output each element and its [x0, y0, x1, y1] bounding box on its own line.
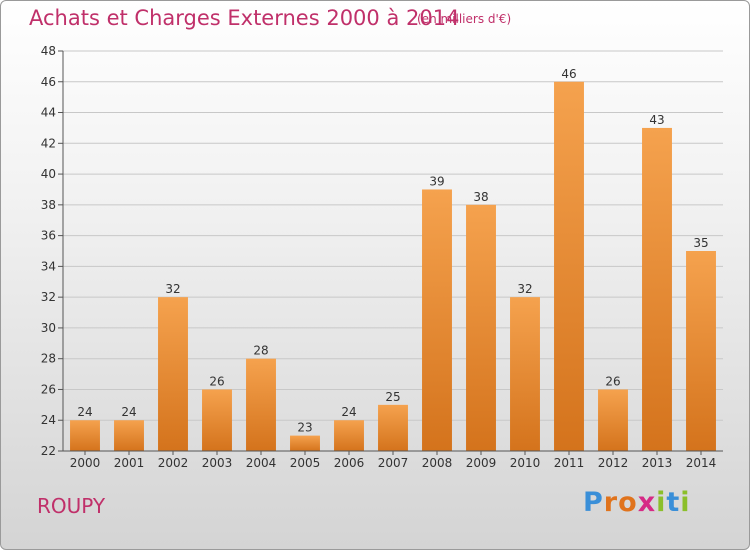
x-tick-label: 2014: [686, 456, 717, 470]
y-tick-label: 38: [41, 198, 56, 212]
proxiti-logo[interactable]: Proxiti: [583, 487, 691, 518]
data-label: 24: [77, 405, 92, 419]
bar: [246, 358, 276, 451]
data-label: 28: [253, 344, 268, 358]
logo-letter: P: [583, 487, 604, 518]
y-tick-label: 36: [41, 229, 56, 243]
x-tick-label: 2003: [202, 456, 233, 470]
logo-letter: t: [666, 487, 681, 518]
y-tick-label: 32: [41, 290, 56, 304]
commune-name: ROUPY: [37, 494, 106, 518]
axes: 22 24 26 28 30 32 34 36 38 40 42 44 46 48 2000 2001 2002…: [41, 44, 723, 470]
y-tick-label: 22: [41, 444, 56, 458]
y-tick-label: 42: [41, 136, 56, 150]
logo-letter: i: [680, 487, 691, 518]
bar: [114, 420, 144, 451]
y-tick-label: 48: [41, 44, 56, 58]
data-label: 39: [429, 174, 444, 188]
x-tick-label: 2007: [378, 456, 409, 470]
bar: [202, 389, 232, 451]
bar: [422, 189, 452, 451]
x-tick-label: 2001: [114, 456, 145, 470]
x-tick-label: 2013: [642, 456, 673, 470]
data-label: 26: [605, 374, 620, 388]
y-tick-label: 24: [41, 413, 56, 427]
x-tick-label: 2006: [334, 456, 365, 470]
bar: [642, 127, 672, 451]
data-label: 23: [297, 421, 312, 435]
data-label: 24: [121, 405, 136, 419]
bar: [290, 435, 320, 451]
bar: [466, 204, 496, 451]
bar: [334, 420, 364, 451]
y-tick-label: 44: [41, 106, 56, 120]
data-label: 32: [517, 282, 532, 296]
logo-letter: r: [603, 487, 619, 518]
bar: [378, 404, 408, 451]
data-label: 32: [165, 282, 180, 296]
bar: [686, 251, 716, 451]
data-label: 35: [693, 236, 708, 250]
x-tick-label: 2000: [70, 456, 101, 470]
chart-unit: (en milliers d'€): [417, 12, 512, 26]
bar: [510, 297, 540, 451]
data-label: 24: [341, 405, 356, 419]
logo-letter: i: [656, 487, 667, 518]
x-tick-label: 2009: [466, 456, 497, 470]
logo-letter: x: [637, 487, 657, 518]
chart-title: Achats et Charges Externes 2000 à 2014: [29, 6, 460, 30]
x-tick-label: 2012: [598, 456, 629, 470]
bar: [158, 297, 188, 451]
bar: [70, 420, 100, 451]
x-tick-label: 2004: [246, 456, 277, 470]
y-tick-label: 40: [41, 167, 56, 181]
y-tick-label: 30: [41, 321, 56, 335]
x-tick-label: 2008: [422, 456, 453, 470]
data-label: 46: [561, 67, 576, 81]
bars: 24 24 32 26 28 23 24 25 39 38 32 46 26 43 35: [70, 67, 716, 452]
x-tick-label: 2011: [554, 456, 585, 470]
data-label: 43: [649, 113, 664, 127]
data-label: 38: [473, 190, 488, 204]
x-tick-label: 2010: [510, 456, 541, 470]
bar: [598, 389, 628, 451]
y-tick-label: 46: [41, 75, 56, 89]
y-tick-label: 28: [41, 352, 56, 366]
data-label: 26: [209, 374, 224, 388]
y-tick-label: 34: [41, 259, 56, 273]
x-tick-label: 2002: [158, 456, 189, 470]
data-label: 25: [385, 390, 400, 404]
y-tick-label: 26: [41, 382, 56, 396]
logo-letter: o: [618, 487, 638, 518]
bar: [554, 81, 584, 452]
x-tick-label: 2005: [290, 456, 321, 470]
